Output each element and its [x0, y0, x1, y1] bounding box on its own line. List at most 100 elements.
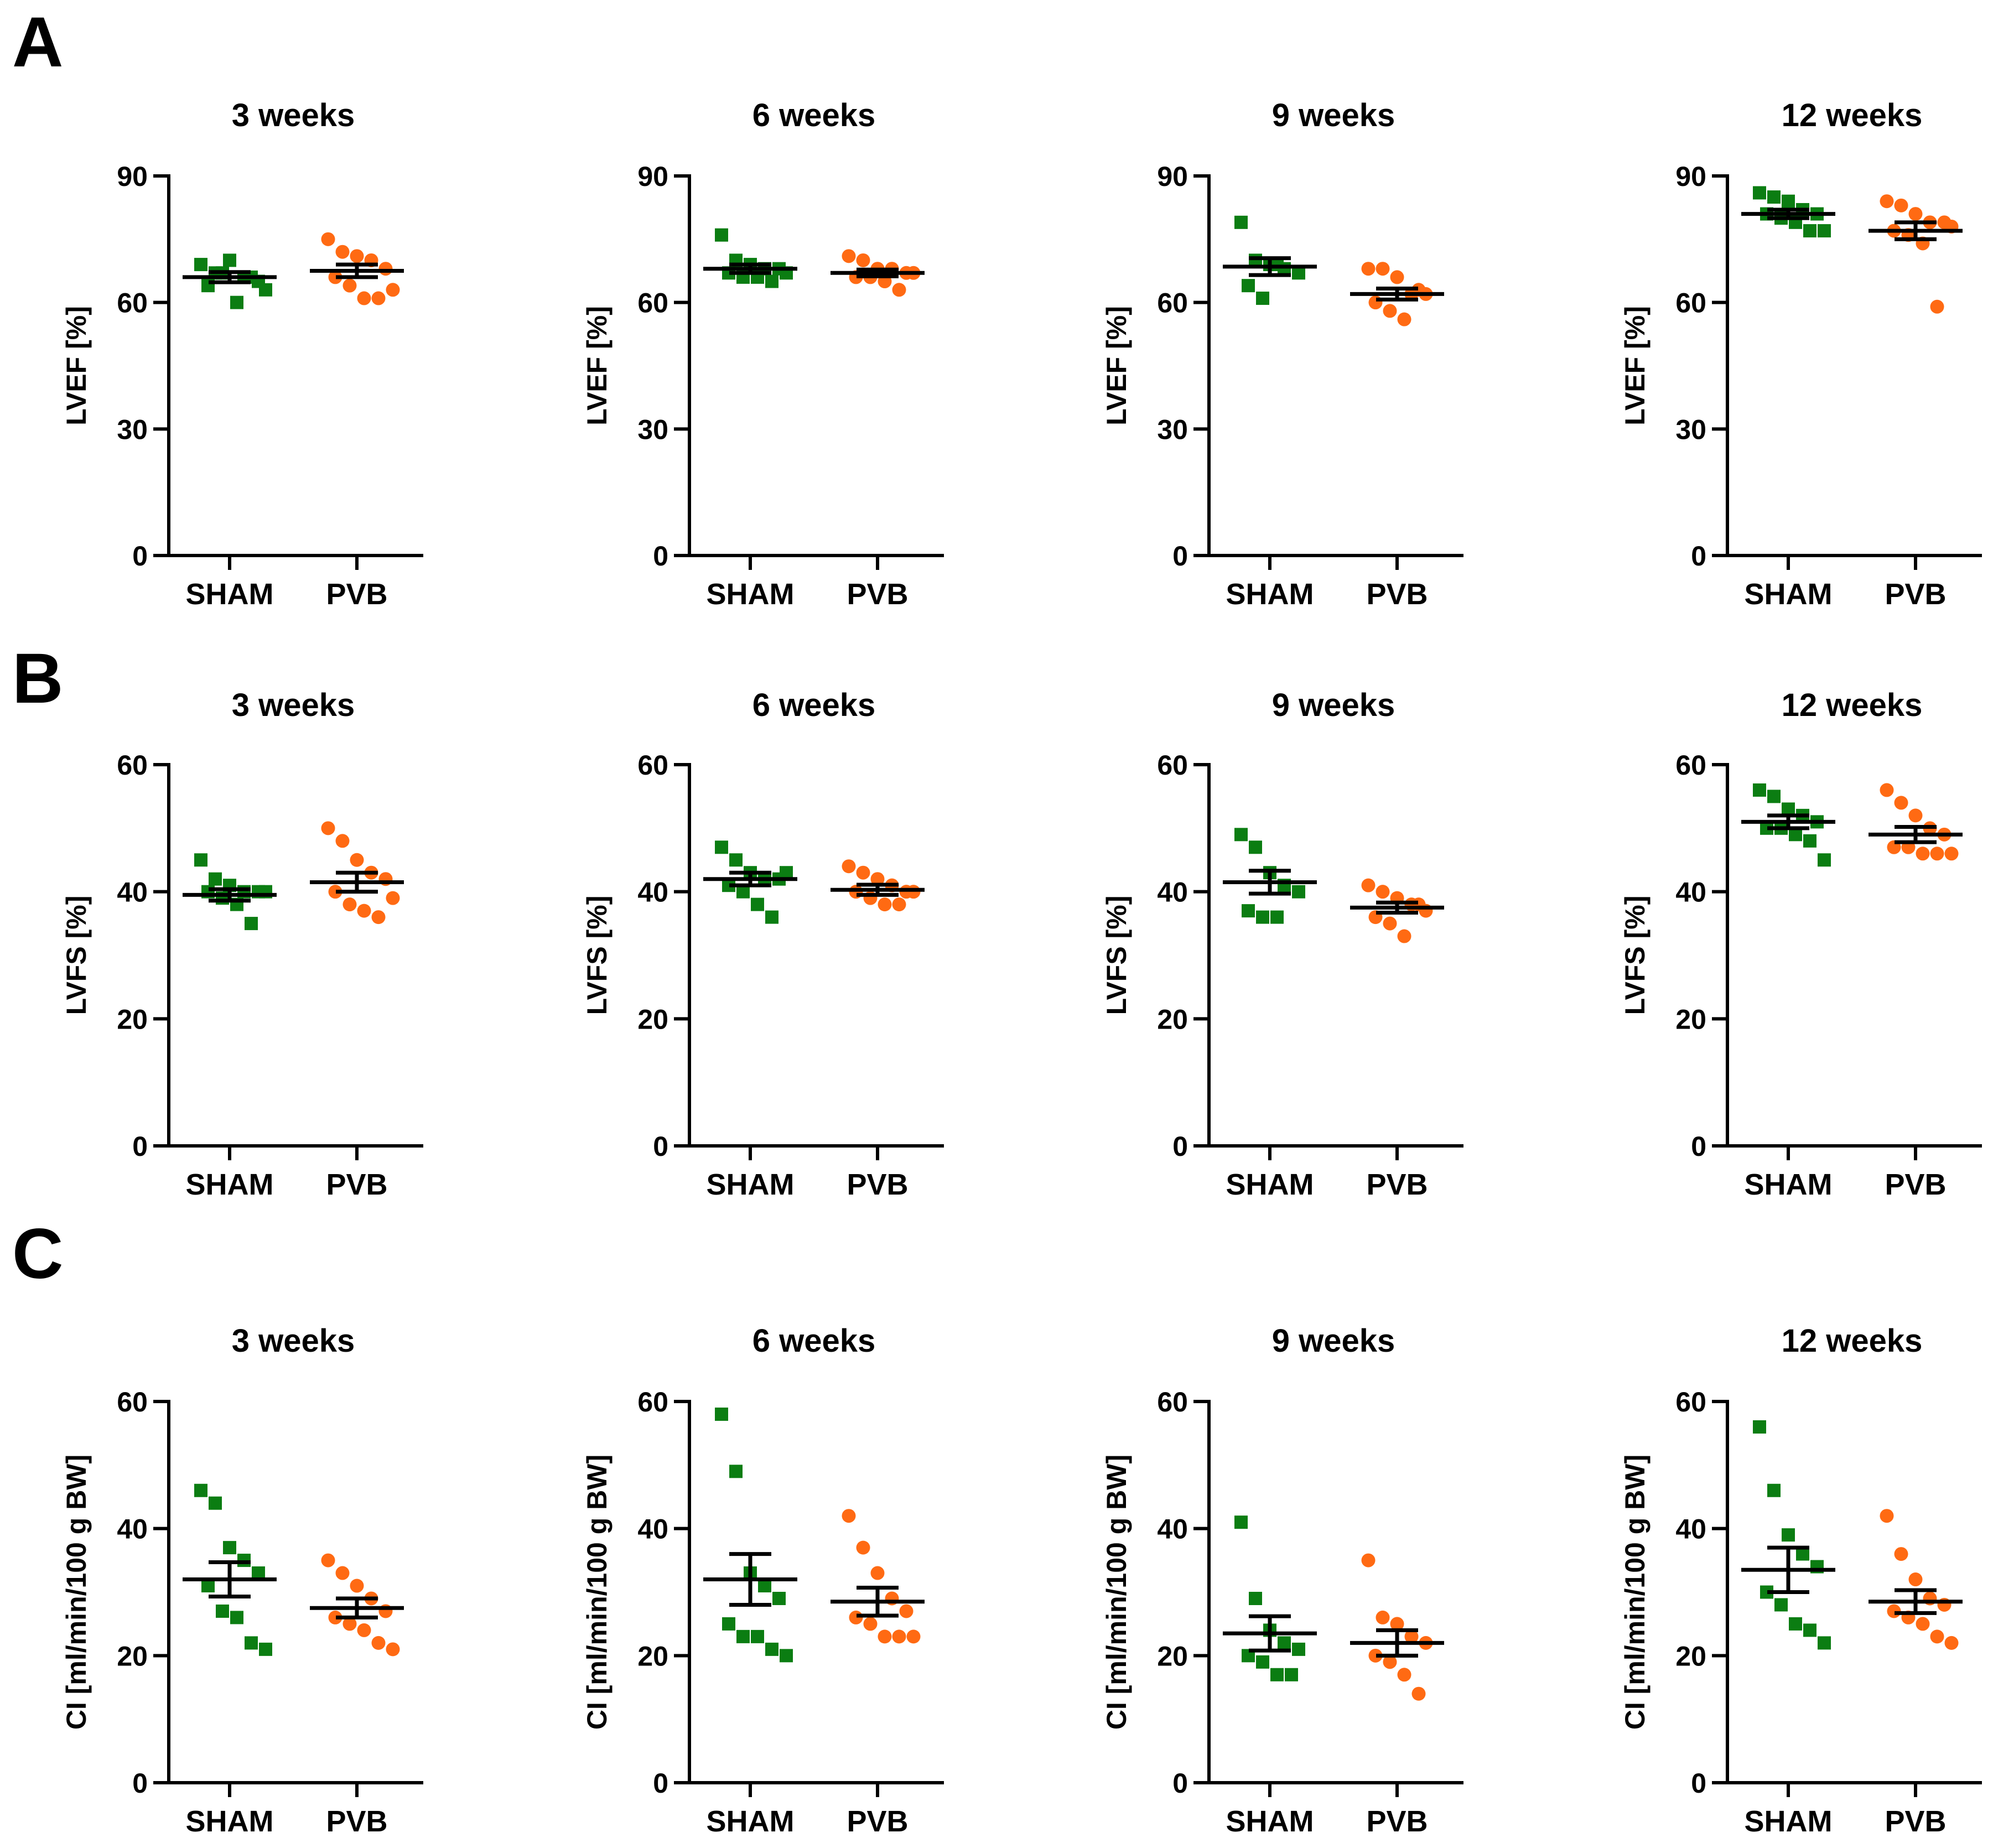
- data-point-sham: [216, 1604, 229, 1618]
- x-tick-label-pvb: PVB: [326, 578, 387, 611]
- y-tick-label: 0: [653, 1131, 668, 1162]
- data-point-pvb: [1908, 808, 1923, 823]
- data-point-pvb: [371, 291, 386, 305]
- data-point-pvb: [357, 1623, 371, 1637]
- data-point-sham: [1234, 1515, 1248, 1529]
- y-axis-label: LVEF [%]: [1620, 306, 1651, 425]
- data-point-pvb: [870, 1566, 885, 1580]
- y-tick-label: 20: [1675, 1641, 1706, 1671]
- y-tick-label: 20: [637, 1004, 668, 1035]
- data-point-pvb: [357, 291, 371, 305]
- chart-11: 9 weeks 0 20 40 60 CI [ml/min/100 g BW] SHAM PV…: [1101, 1323, 1463, 1838]
- data-point-sham: [1767, 190, 1781, 204]
- x-tick-label-sham: SHAM: [707, 1168, 795, 1201]
- data-point-pvb: [321, 1553, 335, 1567]
- data-point-sham: [1292, 885, 1305, 899]
- y-tick-label: 60: [1675, 288, 1706, 319]
- x-tick-label-pvb: PVB: [1885, 1168, 1946, 1201]
- y-axis-label: LVFS [%]: [582, 896, 613, 1015]
- data-point-pvb: [1894, 1547, 1908, 1561]
- data-point-pvb: [1383, 304, 1397, 318]
- y-tick-label: 90: [117, 161, 148, 192]
- data-point-pvb: [1908, 207, 1923, 221]
- data-point-pvb: [842, 249, 856, 263]
- data-point-pvb: [1376, 262, 1390, 276]
- data-point-sham: [765, 910, 778, 924]
- data-point-pvb: [386, 891, 400, 905]
- y-tick-label: 40: [1675, 1514, 1706, 1545]
- data-point-pvb: [1397, 312, 1411, 326]
- data-point-sham: [1249, 1591, 1262, 1605]
- y-tick-label: 40: [637, 1514, 668, 1545]
- data-point-sham: [765, 1642, 778, 1656]
- chart-title: 12 weeks: [1782, 1323, 1923, 1359]
- data-point-pvb: [1880, 1509, 1894, 1523]
- y-axis-label: LVEF [%]: [582, 306, 613, 425]
- data-point-sham: [230, 1611, 243, 1624]
- data-point-sham: [245, 917, 258, 931]
- data-point-sham: [722, 1617, 735, 1631]
- data-point-sham: [245, 1636, 258, 1650]
- y-tick-label: 40: [117, 1514, 148, 1545]
- data-point-sham: [209, 872, 222, 886]
- data-point-pvb: [371, 1636, 386, 1650]
- chart-12: 12 weeks 0 20 40 60 CI [ml/min/100 g BW] SHAM P…: [1620, 1323, 1982, 1838]
- data-point-pvb: [342, 897, 357, 912]
- chart-3: 9 weeks 0 30 60 90 LVEF [%] SHAM PVB: [1101, 97, 1463, 611]
- x-tick-label-sham: SHAM: [707, 578, 795, 611]
- data-point-sham: [1234, 828, 1248, 842]
- y-tick-label: 0: [653, 1768, 668, 1799]
- data-point-sham: [1292, 1642, 1305, 1656]
- y-axis-label: LVFS [%]: [1101, 896, 1132, 1015]
- x-tick-label-sham: SHAM: [186, 1805, 274, 1838]
- chart-title: 6 weeks: [752, 1323, 876, 1359]
- chart-8: 12 weeks 0 20 40 60 LVFS [%] SHAM PVB: [1620, 687, 1982, 1201]
- y-tick-label: 60: [1675, 750, 1706, 781]
- panel-letter-c: C: [12, 1214, 63, 1294]
- x-tick-label-pvb: PVB: [1366, 1168, 1428, 1201]
- data-point-sham: [1278, 1636, 1291, 1650]
- data-point-pvb: [842, 859, 856, 874]
- panel-letter-a: A: [12, 3, 63, 82]
- data-point-pvb: [357, 904, 371, 918]
- data-point-pvb: [342, 278, 357, 293]
- data-point-sham: [259, 1642, 272, 1656]
- y-tick-label: 0: [1691, 1768, 1706, 1799]
- y-tick-label: 60: [117, 288, 148, 319]
- y-tick-label: 20: [1157, 1641, 1188, 1671]
- y-tick-label: 20: [117, 1641, 148, 1671]
- panel-letter-b: B: [12, 639, 63, 718]
- x-tick-label-pvb: PVB: [847, 1805, 908, 1838]
- data-point-sham: [1818, 853, 1831, 867]
- y-tick-label: 60: [1157, 288, 1188, 319]
- data-point-pvb: [1383, 916, 1397, 931]
- y-tick-label: 90: [1675, 161, 1706, 192]
- y-tick-label: 60: [637, 750, 668, 781]
- data-point-pvb: [386, 1642, 400, 1657]
- data-point-pvb: [350, 853, 364, 867]
- data-point-pvb: [335, 1566, 350, 1580]
- data-point-pvb: [1930, 847, 1944, 861]
- chart-title: 3 weeks: [232, 97, 355, 133]
- data-point-pvb: [870, 872, 885, 886]
- data-point-pvb: [350, 1579, 364, 1593]
- data-point-sham: [1803, 1623, 1816, 1637]
- data-point-pvb: [1916, 847, 1930, 861]
- data-point-pvb: [1880, 194, 1894, 209]
- data-point-sham: [1803, 834, 1816, 848]
- data-point-pvb: [1880, 783, 1894, 797]
- data-point-sham: [1767, 790, 1781, 803]
- y-tick-label: 0: [1691, 1131, 1706, 1162]
- x-tick-label-sham: SHAM: [1226, 578, 1314, 611]
- data-point-pvb: [1894, 796, 1908, 810]
- data-point-pvb: [321, 821, 335, 835]
- x-tick-label-sham: SHAM: [186, 578, 274, 611]
- y-tick-label: 40: [117, 877, 148, 908]
- data-point-pvb: [878, 1629, 892, 1644]
- data-point-pvb: [1390, 1617, 1404, 1631]
- data-point-sham: [209, 1496, 222, 1510]
- y-tick-label: 90: [637, 161, 668, 192]
- data-point-pvb: [1894, 198, 1908, 212]
- y-tick-label: 0: [132, 541, 148, 572]
- data-point-sham: [1270, 1668, 1284, 1681]
